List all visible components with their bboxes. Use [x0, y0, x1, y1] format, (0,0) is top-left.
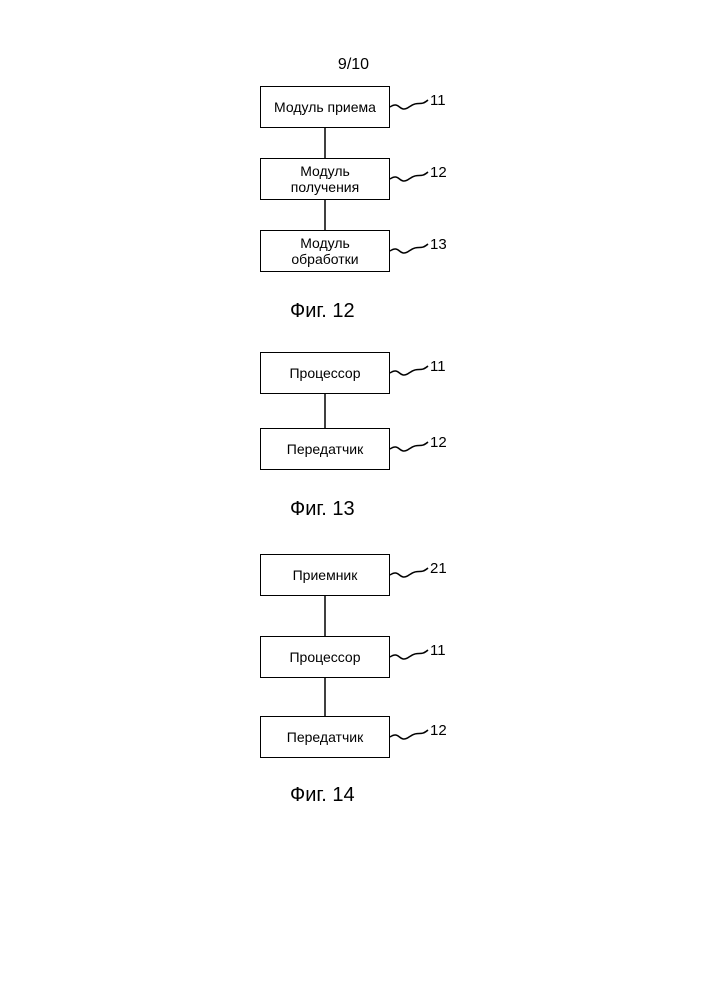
- block-label: Модуль: [300, 163, 350, 179]
- diagram-block: Передатчик: [260, 716, 390, 758]
- block-label: Процессор: [289, 365, 360, 381]
- leader-line: [390, 650, 428, 659]
- block-label: обработки: [291, 251, 358, 267]
- block-label: Процессор: [289, 649, 360, 665]
- page-number: 9/10: [0, 56, 707, 74]
- page: 9/10 Модуль приема11Модульполучения12Мод…: [0, 0, 707, 1000]
- reference-number: 12: [430, 164, 447, 181]
- block-label: Модуль: [300, 235, 350, 251]
- diagram-block: Процессор: [260, 352, 390, 394]
- block-label: получения: [291, 179, 359, 195]
- reference-number: 11: [430, 358, 446, 375]
- leader-line: [390, 100, 428, 109]
- reference-number: 21: [430, 560, 447, 577]
- leader-line: [390, 442, 428, 451]
- diagram-block: Процессор: [260, 636, 390, 678]
- leader-line: [390, 568, 428, 577]
- block-label: Приемник: [293, 567, 358, 583]
- figure-caption: Фиг. 12: [290, 300, 355, 323]
- leader-line: [390, 730, 428, 739]
- block-label: Передатчик: [287, 729, 363, 745]
- diagram-block: Передатчик: [260, 428, 390, 470]
- block-label: Модуль приема: [274, 99, 376, 115]
- block-label: Передатчик: [287, 441, 363, 457]
- reference-number: 12: [430, 722, 447, 739]
- diagram-block: Модуль приема: [260, 86, 390, 128]
- leader-line: [390, 172, 428, 181]
- reference-number: 13: [430, 236, 447, 253]
- figure-caption: Фиг. 13: [290, 498, 355, 521]
- reference-number: 12: [430, 434, 447, 451]
- diagram-block: Модульполучения: [260, 158, 390, 200]
- figure-caption: Фиг. 14: [290, 784, 355, 807]
- reference-number: 11: [430, 642, 446, 659]
- diagram-block: Модульобработки: [260, 230, 390, 272]
- leader-line: [390, 366, 428, 375]
- diagram-block: Приемник: [260, 554, 390, 596]
- reference-number: 11: [430, 92, 446, 109]
- leader-line: [390, 244, 428, 253]
